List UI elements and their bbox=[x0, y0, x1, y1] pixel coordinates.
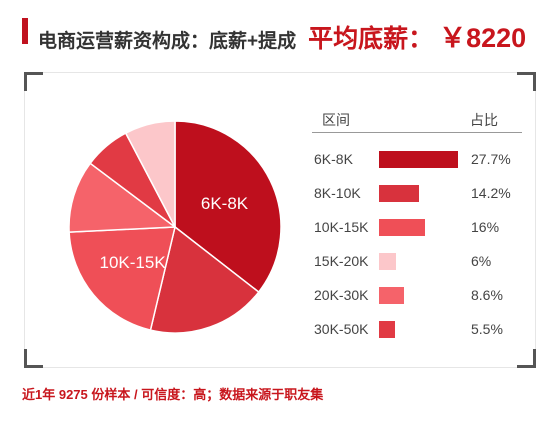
chart-frame bbox=[24, 72, 536, 368]
pie-slice-10k-15k bbox=[68, 226, 176, 332]
legend-bar bbox=[379, 253, 396, 270]
legend-share-value: 16% bbox=[471, 219, 500, 235]
legend-share-value: 6% bbox=[471, 253, 492, 269]
pie-slice-15k-20k bbox=[124, 120, 176, 228]
average-salary-label: 平均底薪： bbox=[308, 25, 434, 53]
legend-row: 10K-15K 16% bbox=[0, 216, 558, 240]
page-title: 电商运营薪资构成：底薪+提成 平均底薪： ￥8220 bbox=[38, 16, 526, 53]
title-main-text: 电商运营薪资构成：底薪+提成 bbox=[38, 31, 297, 52]
legend-row: 30K-50K 5.5% bbox=[0, 318, 558, 342]
legend-share-value: 14.2% bbox=[471, 185, 511, 201]
pie-slice-20k-30k bbox=[68, 162, 178, 233]
legend-share-value: 27.7% bbox=[471, 151, 511, 167]
legend-row: 20K-30K 8.6% bbox=[0, 284, 558, 308]
legend-range-label: 10K-15K bbox=[314, 219, 369, 235]
legend-bar bbox=[379, 219, 425, 236]
legend-header-range: 区间 bbox=[322, 112, 350, 128]
legend-bar bbox=[379, 287, 404, 304]
pie-slice-6k-8k bbox=[174, 120, 282, 294]
legend-bar bbox=[379, 151, 458, 168]
legend-range-label: 8K-10K bbox=[314, 185, 361, 201]
average-salary-value: ￥8220 bbox=[439, 23, 527, 53]
title-accent-bar bbox=[22, 18, 28, 44]
data-source-note: 近1年 9275 份样本 / 可信度：高；数据来源于职友集 bbox=[22, 387, 324, 402]
pie-slice-8k-10k bbox=[149, 225, 260, 334]
pie-slice-label-6k-8k: 6K-8K bbox=[201, 194, 249, 213]
pie-slice-label-10k-15k: 10K-15K bbox=[100, 253, 167, 272]
frame-corner-bottom-left bbox=[24, 349, 43, 368]
legend-row: 6K-8K 27.7% bbox=[0, 148, 558, 172]
legend-row: 15K-20K 6% bbox=[0, 250, 558, 274]
legend-range-label: 6K-8K bbox=[314, 151, 353, 167]
legend-share-value: 5.5% bbox=[471, 321, 503, 337]
legend-range-label: 15K-20K bbox=[314, 253, 369, 269]
legend-bar bbox=[379, 185, 419, 202]
pie-chart: 6K-8K 10K-15K bbox=[68, 120, 282, 334]
frame-corner-top-right bbox=[517, 72, 536, 91]
frame-corner-top-left bbox=[24, 72, 43, 91]
legend-bar bbox=[379, 321, 395, 338]
legend-range-label: 20K-30K bbox=[314, 287, 369, 303]
legend-range-label: 30K-50K bbox=[314, 321, 369, 337]
frame-corner-bottom-right bbox=[517, 349, 536, 368]
legend-header-divider bbox=[312, 132, 522, 133]
legend-row: 8K-10K 14.2% bbox=[0, 182, 558, 206]
legend-header-share: 占比 bbox=[470, 112, 498, 128]
legend-share-value: 8.6% bbox=[471, 287, 503, 303]
